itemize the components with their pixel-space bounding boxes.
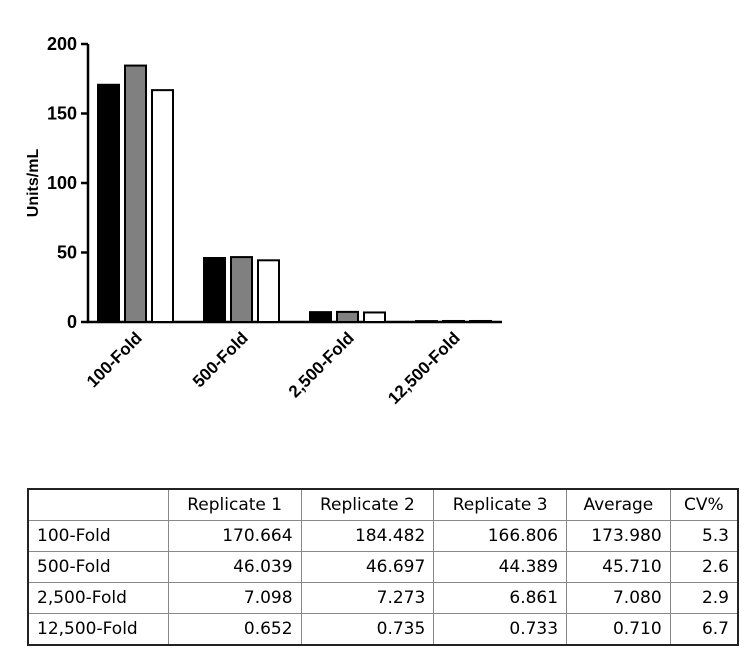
table-header-cell: CV% — [669, 488, 739, 521]
table-row: 12,500-Fold 0.652 0.735 0.733 0.710 6.7 — [27, 613, 739, 646]
y-tick-label: 50 — [57, 243, 77, 263]
bar — [309, 311, 332, 324]
table-cell: 0.735 — [300, 613, 435, 646]
bar — [469, 319, 492, 324]
x-tick-label: 12,500-Fold — [384, 328, 464, 408]
x-tick-label: 100-Fold — [83, 328, 146, 391]
table-header-cell: Replicate 2 — [300, 488, 435, 521]
bar — [203, 257, 226, 324]
x-tick-label: 500-Fold — [189, 328, 252, 391]
table-header-row: Replicate 1 Replicate 2 Replicate 3 Aver… — [27, 488, 739, 521]
table-header-cell: Average — [566, 488, 671, 521]
table-cell: 6.7 — [669, 613, 739, 646]
bar — [363, 311, 386, 323]
y-tick-label: 200 — [47, 34, 77, 54]
bar — [151, 89, 174, 323]
y-tick-label: 150 — [47, 104, 77, 124]
table-header-cell: Replicate 3 — [433, 488, 568, 521]
bar — [257, 259, 280, 323]
y-tick-label: 100 — [47, 173, 77, 193]
table-cell: 2.6 — [669, 551, 739, 583]
table-cell: 0.733 — [433, 613, 568, 646]
table-cell: 46.039 — [167, 551, 302, 583]
replicate-table: Replicate 1 Replicate 2 Replicate 3 Aver… — [27, 488, 739, 646]
table-cell: 7.080 — [566, 582, 671, 614]
table-cell: 7.273 — [300, 582, 435, 614]
y-axis-title: Units/mL — [25, 149, 42, 218]
table-row: 100-Fold 170.664 184.482 166.806 173.980… — [27, 520, 739, 552]
bar — [415, 320, 438, 323]
y-tick-label: 0 — [67, 312, 77, 332]
table-cell: 166.806 — [433, 520, 568, 552]
table-row: 500-Fold 46.039 46.697 44.389 45.710 2.6 — [27, 551, 739, 583]
table-cell: 184.482 — [300, 520, 435, 552]
table-cell: 173.980 — [566, 520, 671, 552]
bar-chart: 0 50 100 150 200 Units/mL 100-Fold 500-Fold 2,50… — [25, 34, 502, 408]
table-row-label: 2,500-Fold — [27, 582, 169, 614]
x-tick-label: 2,500-Fold — [285, 328, 358, 401]
bar — [230, 256, 253, 323]
table-header-cell: Replicate 1 — [167, 488, 302, 521]
table-row-label: 500-Fold — [27, 551, 169, 583]
table-cell: 170.664 — [167, 520, 302, 552]
table-cell: 45.710 — [566, 551, 671, 583]
table-cell: 44.389 — [433, 551, 568, 583]
table-cell: 46.697 — [300, 551, 435, 583]
table-row-label: 12,500-Fold — [27, 613, 169, 646]
table-row: 2,500-Fold 7.098 7.273 6.861 7.080 2.9 — [27, 582, 739, 614]
table-cell: 0.652 — [167, 613, 302, 646]
table-cell: 2.9 — [669, 582, 739, 614]
table-cell: 7.098 — [167, 582, 302, 614]
table-cell: 5.3 — [669, 520, 739, 552]
table-cell: 6.861 — [433, 582, 568, 614]
bar — [442, 319, 465, 324]
table-cell: 0.710 — [566, 613, 671, 646]
bar — [336, 310, 359, 324]
bar — [124, 64, 147, 324]
table-row-label: 100-Fold — [27, 520, 169, 552]
table-header-cell — [27, 488, 169, 521]
bar — [97, 83, 120, 323]
